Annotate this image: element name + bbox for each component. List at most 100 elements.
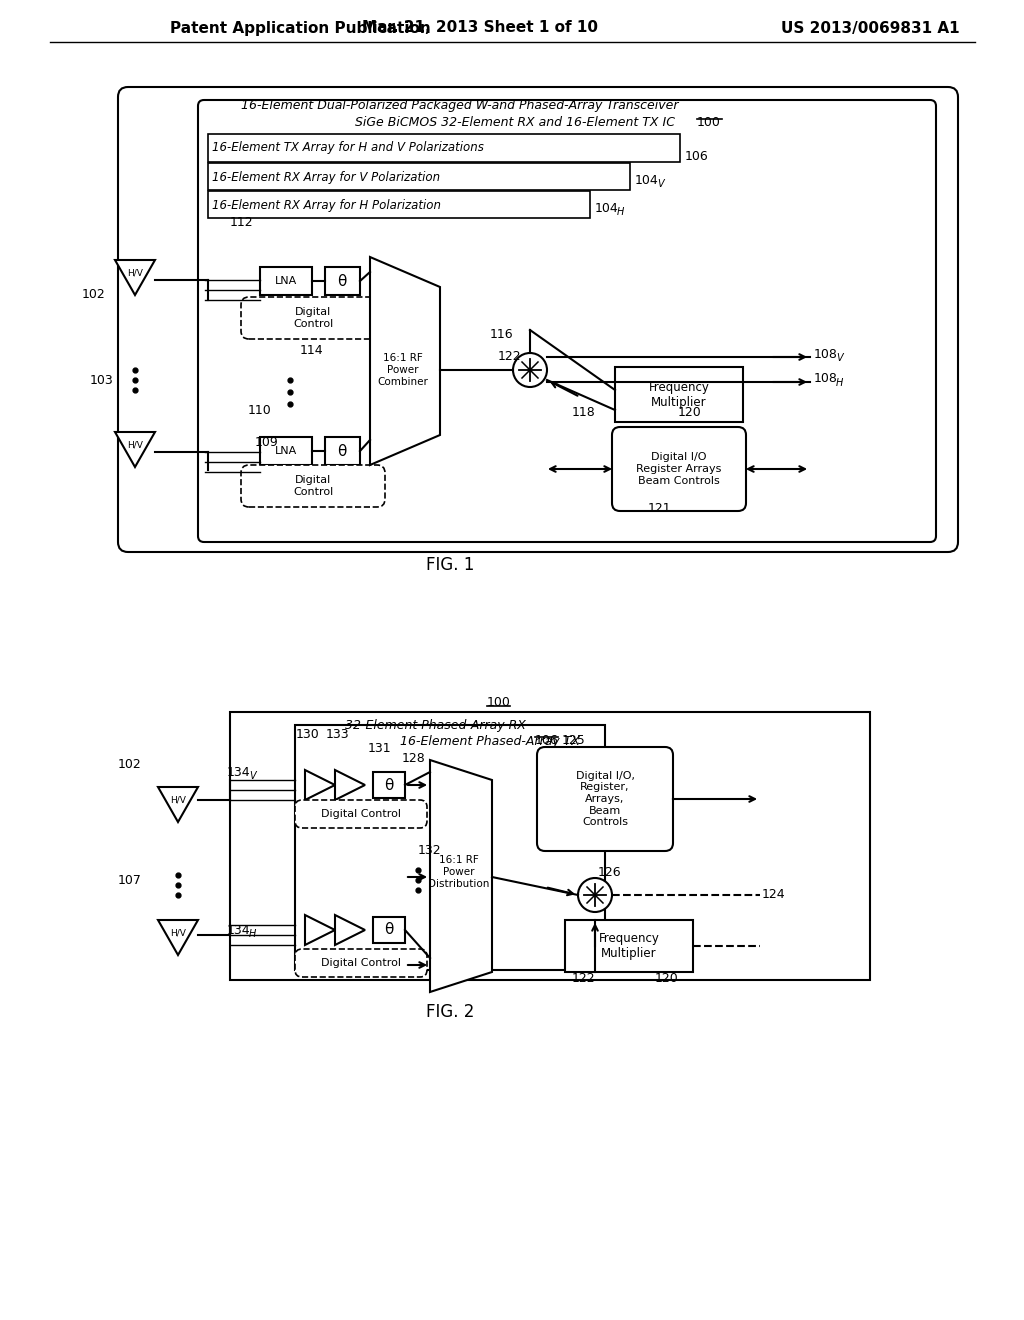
Text: H/V: H/V: [170, 796, 186, 804]
Text: 16:1 RF
Power
Combiner: 16:1 RF Power Combiner: [378, 354, 428, 387]
Text: 134: 134: [227, 924, 251, 936]
FancyBboxPatch shape: [241, 297, 385, 339]
Text: 134: 134: [227, 766, 251, 779]
Text: 16-Element TX Array for H and V Polarizations: 16-Element TX Array for H and V Polariza…: [212, 141, 484, 154]
Text: V: V: [249, 771, 256, 781]
Polygon shape: [158, 787, 198, 822]
Bar: [208, 135, 680, 162]
Polygon shape: [305, 915, 335, 945]
Text: 128: 128: [402, 751, 426, 764]
Text: 107: 107: [118, 874, 142, 887]
Text: H/V: H/V: [127, 441, 143, 450]
Polygon shape: [370, 257, 440, 465]
Text: 102: 102: [118, 759, 141, 771]
Text: 104: 104: [595, 202, 618, 214]
Text: US 2013/0069831 A1: US 2013/0069831 A1: [780, 21, 959, 36]
Text: 106: 106: [535, 734, 559, 747]
Text: 16-Element Phased-Array TX: 16-Element Phased-Array TX: [400, 735, 580, 748]
Text: 120: 120: [655, 972, 679, 985]
Text: Digital I/O
Register Arrays
Beam Controls: Digital I/O Register Arrays Beam Control…: [636, 453, 722, 486]
Polygon shape: [158, 920, 198, 954]
Text: 121: 121: [648, 502, 672, 515]
Bar: [208, 191, 590, 218]
Text: Patent Application Publication: Patent Application Publication: [170, 21, 431, 36]
Polygon shape: [305, 770, 335, 800]
Text: V: V: [836, 352, 843, 363]
Bar: [373, 917, 406, 942]
Text: V: V: [657, 180, 664, 189]
Text: 106: 106: [685, 150, 709, 164]
Text: 110: 110: [248, 404, 271, 417]
Text: 108: 108: [814, 372, 838, 385]
Text: Digital
Control: Digital Control: [293, 308, 333, 329]
Text: 103: 103: [90, 374, 114, 387]
Circle shape: [513, 352, 547, 387]
Text: θ: θ: [384, 923, 393, 937]
Text: 118: 118: [572, 405, 596, 418]
Text: 126: 126: [598, 866, 622, 879]
Bar: [615, 367, 743, 422]
Text: LNA: LNA: [274, 446, 297, 455]
Text: 32-Element Phased-Array RX: 32-Element Phased-Array RX: [344, 718, 525, 731]
FancyBboxPatch shape: [537, 747, 673, 851]
Text: LNA: LNA: [274, 276, 297, 286]
Bar: [260, 267, 312, 294]
Text: 122: 122: [498, 351, 521, 363]
FancyBboxPatch shape: [612, 426, 746, 511]
Bar: [208, 162, 630, 190]
FancyBboxPatch shape: [241, 465, 385, 507]
Text: 16-Element Dual-Polarized Packaged W-and Phased-Array Transceiver: 16-Element Dual-Polarized Packaged W-and…: [242, 99, 679, 111]
Text: 16:1 RF
Power
Distribution: 16:1 RF Power Distribution: [428, 855, 489, 888]
Text: Digital Control: Digital Control: [321, 958, 401, 968]
Text: θ: θ: [384, 777, 393, 792]
Bar: [325, 437, 360, 465]
FancyBboxPatch shape: [198, 100, 936, 543]
Text: 100: 100: [697, 116, 721, 128]
Text: 120: 120: [678, 405, 701, 418]
Text: 122: 122: [572, 972, 596, 985]
Text: 124: 124: [762, 888, 785, 902]
Polygon shape: [335, 915, 365, 945]
Circle shape: [578, 878, 612, 912]
Bar: [295, 725, 605, 970]
Text: θ: θ: [337, 273, 347, 289]
Text: FIG. 2: FIG. 2: [426, 1003, 474, 1020]
Polygon shape: [430, 760, 492, 993]
Text: 100: 100: [487, 697, 511, 710]
Text: 16-Element RX Array for V Polarization: 16-Element RX Array for V Polarization: [212, 170, 440, 183]
Polygon shape: [335, 770, 365, 800]
Bar: [260, 437, 312, 465]
Text: 112: 112: [230, 215, 254, 228]
Polygon shape: [115, 260, 155, 294]
Text: H: H: [249, 929, 256, 939]
Text: Digital
Control: Digital Control: [293, 475, 333, 496]
Text: 108: 108: [814, 347, 838, 360]
Bar: [230, 711, 870, 979]
Text: Frequency
Multiplier: Frequency Multiplier: [599, 932, 659, 960]
FancyBboxPatch shape: [118, 87, 958, 552]
Bar: [373, 772, 406, 799]
Text: H: H: [617, 207, 625, 216]
FancyBboxPatch shape: [295, 800, 427, 828]
Text: 132: 132: [418, 843, 441, 857]
Text: Digital Control: Digital Control: [321, 809, 401, 818]
Text: H/V: H/V: [127, 268, 143, 277]
Text: θ: θ: [337, 444, 347, 458]
Text: 16-Element RX Array for H Polarization: 16-Element RX Array for H Polarization: [212, 198, 441, 211]
Text: 125: 125: [562, 734, 586, 747]
Text: H/V: H/V: [170, 928, 186, 937]
Bar: [325, 267, 360, 294]
FancyBboxPatch shape: [295, 949, 427, 977]
Text: SiGe BiCMOS 32-Element RX and 16-Element TX IC: SiGe BiCMOS 32-Element RX and 16-Element…: [355, 116, 675, 128]
Text: FIG. 1: FIG. 1: [426, 556, 474, 574]
Text: H: H: [836, 378, 844, 388]
Text: 131: 131: [368, 742, 391, 755]
Text: 104: 104: [635, 173, 658, 186]
Text: 109: 109: [255, 436, 279, 449]
Text: 116: 116: [490, 329, 514, 342]
Bar: [565, 920, 693, 972]
Text: 130: 130: [296, 729, 319, 742]
Text: 114: 114: [300, 343, 324, 356]
Text: Mar. 21, 2013 Sheet 1 of 10: Mar. 21, 2013 Sheet 1 of 10: [362, 21, 598, 36]
Text: 133: 133: [326, 729, 349, 742]
